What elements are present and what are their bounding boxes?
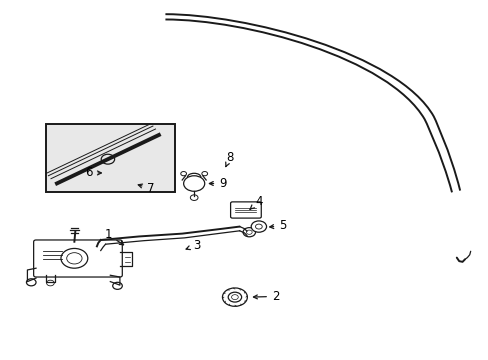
Circle shape: [112, 282, 122, 289]
Text: 6: 6: [85, 166, 101, 179]
FancyBboxPatch shape: [230, 202, 261, 218]
Circle shape: [181, 171, 186, 176]
Text: 2: 2: [253, 290, 279, 303]
Text: 7: 7: [138, 182, 155, 195]
Text: 4: 4: [249, 195, 262, 209]
Text: 3: 3: [186, 239, 200, 252]
Text: 5: 5: [269, 219, 286, 232]
Circle shape: [222, 288, 247, 306]
Circle shape: [202, 171, 207, 176]
Text: 1: 1: [104, 228, 123, 245]
Text: 8: 8: [225, 150, 233, 167]
Bar: [45, 123, 175, 192]
Circle shape: [251, 221, 266, 232]
Text: 9: 9: [209, 177, 226, 190]
FancyBboxPatch shape: [34, 240, 122, 277]
Circle shape: [26, 279, 36, 286]
